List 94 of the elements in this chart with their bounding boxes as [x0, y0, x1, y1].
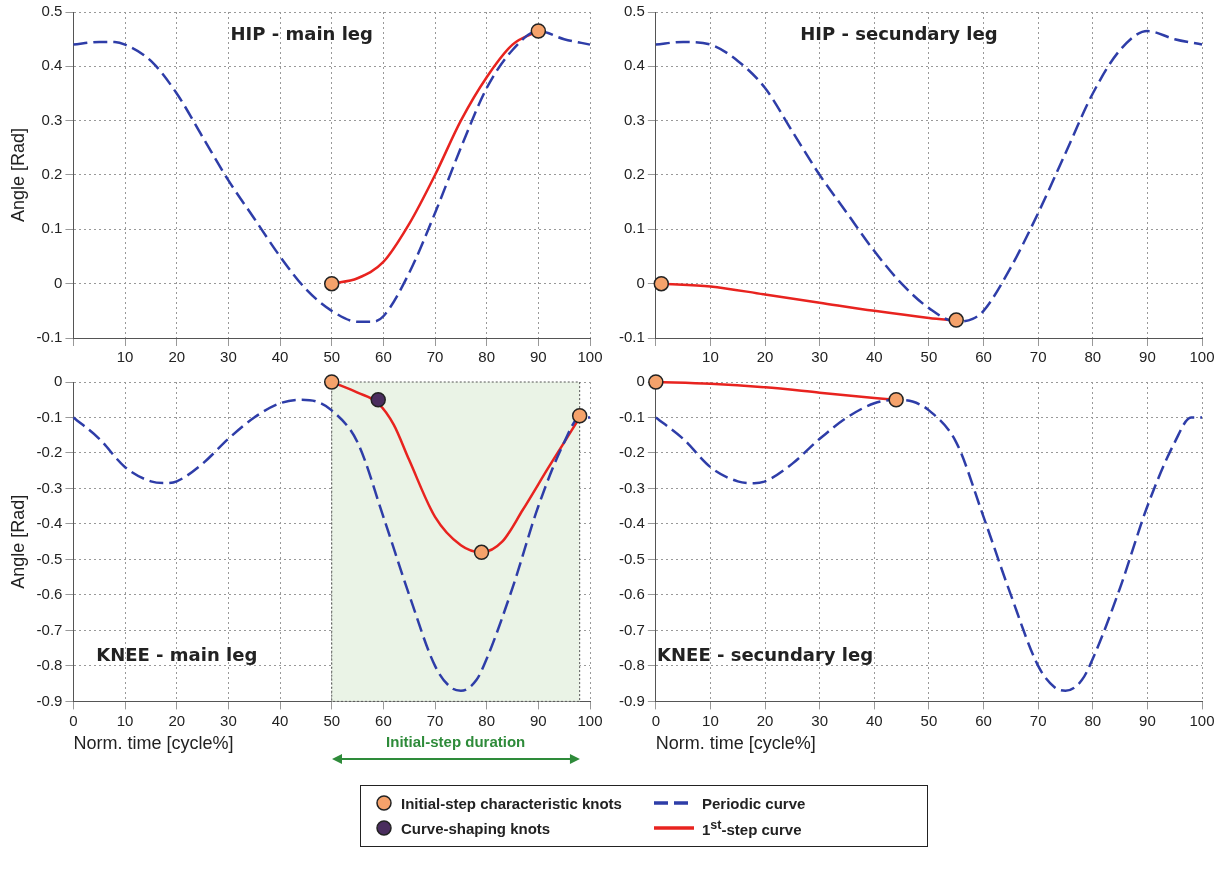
y-tick-label: 0: [54, 273, 63, 291]
y-tick-label: 0.5: [623, 2, 645, 20]
y-tick-label: -0.9: [36, 691, 63, 709]
point: [323, 374, 340, 390]
x-tick-label: 70: [426, 348, 444, 366]
x-tick-label: 0: [651, 711, 661, 729]
y-tick-label: -0.5: [618, 549, 645, 567]
y-tick-label: -0.7: [618, 620, 645, 638]
text: HIP - main leg: [230, 23, 373, 44]
x-tick-label: 10: [116, 711, 134, 729]
x-tick-label: 80: [478, 711, 496, 729]
y-tick-label: -0.5: [36, 549, 63, 567]
y-tick-label: -0.8: [618, 656, 645, 674]
y-tick-label: -0.9: [618, 691, 645, 709]
x-tick-label: 100: [577, 348, 603, 366]
point: [571, 407, 588, 424]
y-tick-label: 0: [636, 273, 645, 291]
point: [473, 544, 490, 561]
x-tick-label: 30: [811, 711, 829, 729]
point: [370, 391, 386, 408]
x-tick-label: 50: [323, 348, 341, 366]
y-tick-label: -0.7: [36, 620, 63, 638]
x-tick-label: 0: [69, 711, 78, 729]
legend-label: Initial-step characteristic knots: [401, 794, 622, 812]
x-tick-label: 80: [1084, 348, 1102, 366]
y-axis-title: Angle [Rad]: [7, 494, 28, 589]
x-tick-label: 20: [756, 348, 774, 366]
y-tick-label: -0.6: [618, 585, 645, 603]
x-tick-label: 10: [702, 711, 719, 729]
x-tick-label: 40: [271, 348, 289, 366]
legend-label: Periodic curve: [702, 794, 806, 812]
text: KNEE - secundary leg: [657, 644, 874, 666]
y-tick-label: -0.4: [36, 514, 63, 532]
x-tick-label: 30: [811, 348, 829, 366]
y-tick-label: -0.3: [36, 478, 63, 496]
x-tick-label: 10: [116, 348, 134, 366]
y-tick-label: -0.1: [618, 328, 645, 346]
x-tick-label: 10: [702, 348, 719, 366]
band-label: Initial-step duration: [385, 733, 527, 750]
x-tick-label: 70: [1029, 348, 1047, 366]
y-tick-label: -0.3: [618, 478, 645, 496]
text: KNEE - main leg: [96, 644, 258, 666]
y-tick-label: -0.6: [36, 585, 63, 603]
x-tick-label: 50: [920, 348, 938, 366]
y-tick-label: 0.3: [41, 110, 63, 128]
x-tick-label: 20: [168, 348, 186, 366]
y-tick-label: -0.1: [36, 328, 63, 346]
x-tick-label: 90: [530, 711, 547, 729]
y-tick-label: -0.1: [618, 407, 645, 425]
x-tick-label: 20: [756, 711, 774, 729]
x-tick-label: 100: [577, 711, 603, 729]
y-tick-label: -0.2: [36, 443, 63, 461]
y-tick-label: 0.4: [623, 56, 645, 74]
x-tick-label: 20: [168, 711, 186, 729]
x-tick-label: 30: [220, 348, 237, 366]
x-axis-title: Norm. time [cycle%]: [73, 733, 234, 754]
x-tick-label: 40: [271, 711, 289, 729]
x-tick-label: 60: [975, 711, 992, 729]
x-tick-label: 50: [920, 711, 938, 729]
x-tick-label: 40: [865, 348, 883, 366]
x-tick-label: 50: [323, 711, 341, 729]
y-tick-label: -0.2: [618, 443, 645, 461]
text: HIP - secundary leg: [800, 23, 998, 44]
y-tick-label: 0.4: [41, 56, 63, 74]
x-tick-label: 90: [530, 348, 547, 366]
x-tick-label: 60: [375, 348, 392, 366]
x-tick-label: 70: [426, 711, 444, 729]
y-tick-label: -0.8: [36, 656, 63, 674]
y-tick-label: 0: [54, 372, 63, 390]
y-axis-title: Angle [Rad]: [7, 127, 28, 223]
x-tick-label: 80: [1084, 711, 1102, 729]
y-tick-label: -0.1: [36, 407, 63, 425]
y-tick-label: 0.5: [41, 2, 63, 20]
x-tick-label: 40: [865, 711, 883, 729]
x-tick-label: 60: [975, 348, 992, 366]
line-series: [72, 398, 592, 692]
y-tick-label: 0.1: [41, 219, 63, 237]
x-axis-title: Norm. time [cycle%]: [655, 733, 816, 754]
y-tick-label: -0.4: [618, 514, 645, 532]
x-tick-label: 90: [1139, 711, 1156, 729]
y-tick-label: 0: [636, 372, 645, 390]
x-tick-label: 100: [1189, 348, 1215, 366]
x-tick-label: 80: [478, 348, 496, 366]
x-tick-label: 60: [375, 711, 392, 729]
legend-label: 1$^{st}$-step curve: [702, 818, 802, 838]
x-tick-label: 90: [1139, 348, 1156, 366]
y-tick-label: 0.2: [41, 165, 63, 183]
x-tick-label: 30: [220, 711, 237, 729]
y-tick-label: 0.1: [623, 219, 645, 237]
legend-label: Curve-shaping knots: [401, 819, 551, 837]
x-tick-label: 70: [1029, 711, 1047, 729]
x-tick-label: 100: [1189, 711, 1215, 729]
y-tick-label: 0.3: [623, 110, 645, 128]
y-tick-label: 0.2: [623, 165, 645, 183]
